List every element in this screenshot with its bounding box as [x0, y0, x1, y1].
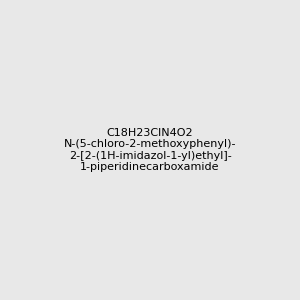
Text: C18H23ClN4O2
N-(5-chloro-2-methoxyphenyl)-
2-[2-(1H-imidazol-1-yl)ethyl]-
1-pipe: C18H23ClN4O2 N-(5-chloro-2-methoxyphenyl…	[64, 128, 236, 172]
